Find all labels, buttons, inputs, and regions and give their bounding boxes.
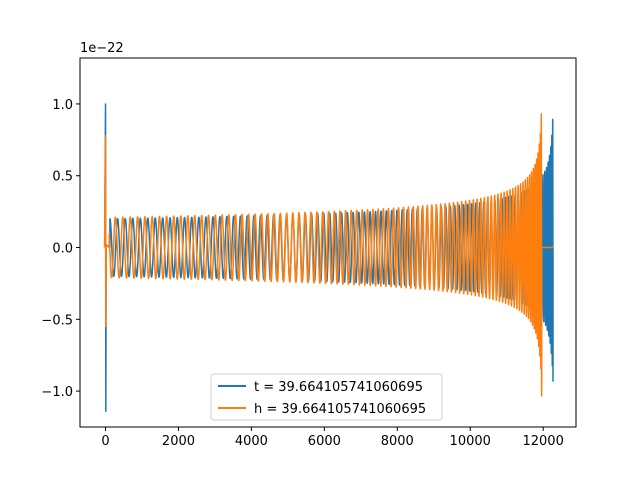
- legend: t = 39.664105741060695 h = 39.6641057410…: [210, 373, 443, 421]
- y-tick-label-3: 0.5: [52, 170, 73, 185]
- x-tick-label-3: 6000: [308, 434, 341, 449]
- y-axis-offset-label: 1e−22: [80, 41, 124, 56]
- y-tick-label-0: −1.0: [41, 385, 73, 400]
- axes-frame: [79, 57, 577, 428]
- legend-label-t: t = 39.664105741060695: [254, 380, 423, 395]
- x-tick-label-6: 12000: [522, 434, 563, 449]
- x-tick-label-0: 0: [101, 434, 109, 449]
- y-axis: −1.0 −0.5 0.0 0.5 1.0: [41, 98, 80, 400]
- y-tick-label-2: 0.0: [52, 242, 73, 257]
- y-tick-label-4: 1.0: [52, 98, 73, 113]
- plot-area: [79, 57, 577, 428]
- series-line-t: [103, 103, 554, 412]
- x-axis: 0 2000 4000 6000 8000 10000 12000: [101, 427, 564, 449]
- x-tick-label-2: 4000: [235, 434, 268, 449]
- x-tick-label-1: 2000: [162, 434, 195, 449]
- x-tick-label-5: 10000: [450, 434, 491, 449]
- legend-frame: [210, 373, 443, 421]
- legend-label-h: h = 39.664105741060695: [254, 402, 426, 417]
- x-tick-label-4: 8000: [381, 434, 414, 449]
- series-layer: [103, 103, 554, 412]
- y-tick-label-1: −0.5: [41, 313, 73, 328]
- series-line-h: [103, 113, 554, 397]
